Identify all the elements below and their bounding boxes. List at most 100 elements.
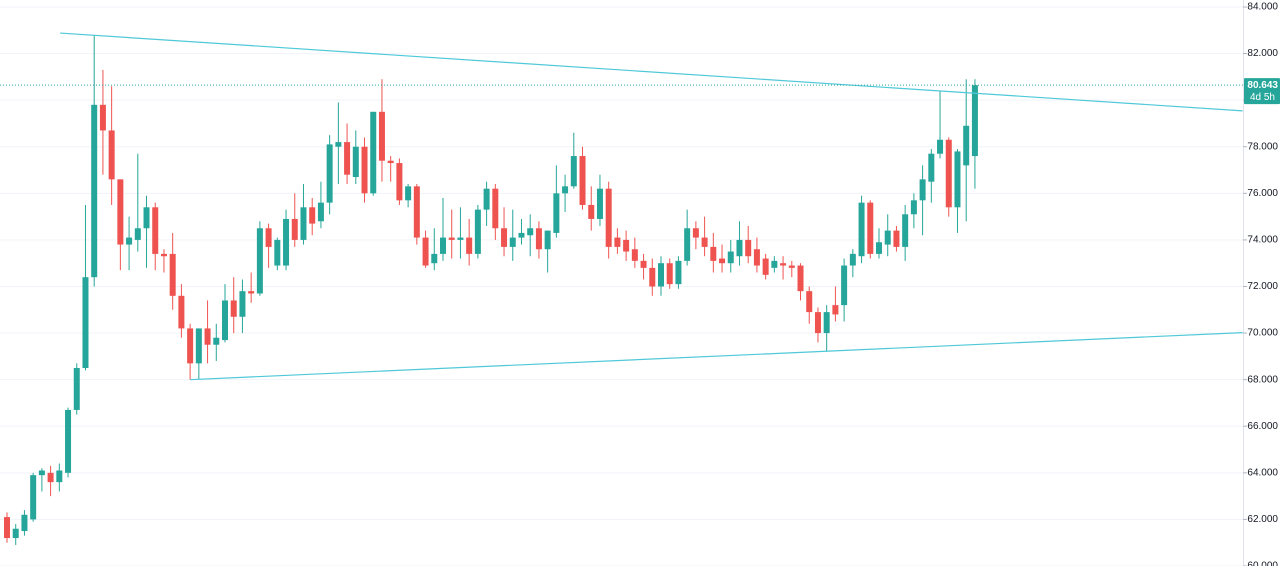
y-tick-label: 62.000 xyxy=(1247,514,1278,525)
candle-body xyxy=(195,328,202,364)
candle-body xyxy=(370,111,377,194)
candle-body xyxy=(169,253,176,296)
y-tick-label: 74.000 xyxy=(1247,235,1278,246)
y-tick-label: 60.000 xyxy=(1247,561,1278,566)
candle-body xyxy=(605,188,612,247)
candle-body xyxy=(501,228,508,247)
candle-body xyxy=(230,300,237,317)
candle-body xyxy=(867,202,874,254)
candle-body xyxy=(309,207,316,224)
candle-body xyxy=(178,295,185,329)
candle-body xyxy=(492,188,499,229)
candle-body xyxy=(832,305,839,315)
trendline xyxy=(60,32,1243,112)
candle-body xyxy=(692,228,699,238)
candle-body xyxy=(544,230,551,250)
candle-body xyxy=(56,470,63,483)
candle-body xyxy=(160,253,167,257)
candle-body xyxy=(21,514,28,532)
candle-body xyxy=(945,139,952,208)
candle-body xyxy=(126,237,133,245)
candle-body xyxy=(387,160,394,164)
candle-body xyxy=(876,242,882,254)
candle-body xyxy=(753,249,760,266)
candle-body xyxy=(413,186,420,238)
candle-body xyxy=(448,237,455,240)
candle-body xyxy=(562,186,569,194)
candle-body xyxy=(4,517,10,539)
candle-body xyxy=(527,228,534,236)
candle-body xyxy=(588,204,595,219)
candle-body xyxy=(893,230,900,247)
candle-body xyxy=(431,253,438,264)
candle-body xyxy=(317,202,324,222)
candle-body xyxy=(649,267,656,287)
candle-body xyxy=(745,239,752,257)
candle-body xyxy=(788,265,795,268)
candle-body xyxy=(666,263,673,285)
candle-body xyxy=(117,179,124,245)
candle-body xyxy=(99,104,106,131)
candle-body xyxy=(858,202,865,257)
candle-body xyxy=(405,186,412,201)
candle-body xyxy=(579,156,586,205)
y-tick-label: 84.000 xyxy=(1247,2,1278,13)
y-tick-label: 68.000 xyxy=(1247,374,1278,385)
y-tick-label: 78.000 xyxy=(1247,141,1278,152)
candle-body xyxy=(248,291,255,294)
candle-body xyxy=(335,142,342,147)
candle-body xyxy=(73,368,80,410)
candle-body xyxy=(378,111,385,161)
candle-body xyxy=(963,125,970,166)
candle-body xyxy=(710,246,717,261)
candle-body xyxy=(422,237,429,266)
candle-body xyxy=(780,263,787,266)
candle-body xyxy=(596,188,603,219)
candle-body xyxy=(553,193,560,233)
y-tick-label: 82.000 xyxy=(1247,48,1278,59)
candle-body xyxy=(719,258,726,264)
candle-body xyxy=(326,144,333,203)
candle-body xyxy=(12,528,19,539)
candle-body xyxy=(134,228,141,240)
candle-body xyxy=(518,232,525,238)
y-tick-label: 72.000 xyxy=(1247,281,1278,292)
candle-body xyxy=(675,260,682,285)
candle-body xyxy=(806,291,813,313)
candle-body xyxy=(30,475,37,520)
candle-body xyxy=(640,260,647,268)
candle-body xyxy=(937,139,944,154)
candle-body xyxy=(841,265,848,306)
candle-body xyxy=(143,207,150,229)
candle-body xyxy=(239,291,246,317)
candle-body xyxy=(884,230,891,245)
last-price-tag xyxy=(1244,78,1280,105)
candle-body xyxy=(535,228,542,250)
y-tick-label: 70.000 xyxy=(1247,328,1278,339)
candle-body xyxy=(204,328,211,345)
candle-body xyxy=(474,209,481,254)
candle-body xyxy=(91,104,98,278)
candle-body xyxy=(631,249,638,261)
candle-body xyxy=(108,130,115,180)
candle-body xyxy=(771,260,778,268)
candle-body xyxy=(823,312,830,334)
candle-body xyxy=(762,258,769,275)
candle-body xyxy=(623,239,630,252)
candle-body xyxy=(283,218,290,266)
candle-body xyxy=(152,207,159,254)
candle-body xyxy=(614,237,621,247)
candle-body xyxy=(396,163,403,201)
candle-body xyxy=(256,228,263,294)
candle-body xyxy=(971,85,978,157)
candle-body xyxy=(919,179,926,201)
candle-body xyxy=(440,237,446,254)
candle-body xyxy=(222,300,228,341)
candle-body xyxy=(265,228,272,247)
candle-body xyxy=(797,265,804,292)
candle-body xyxy=(457,237,464,240)
y-tick-label: 64.000 xyxy=(1247,467,1278,478)
